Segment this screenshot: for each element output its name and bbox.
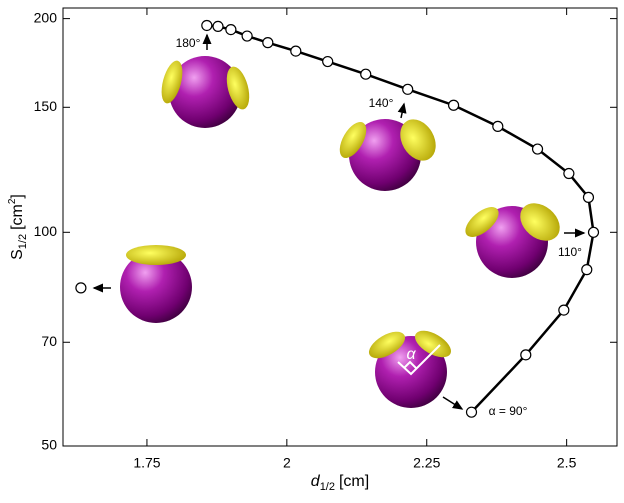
- plot-frame: [62, 7, 618, 447]
- cap: [161, 60, 183, 104]
- annotation: 140°: [369, 96, 394, 110]
- y-tick-label: 150: [34, 98, 58, 114]
- point: [581, 264, 593, 276]
- sphere: [169, 56, 241, 128]
- y-label-unit: [cm: [9, 204, 26, 230]
- point: [447, 99, 460, 111]
- y-label-close: ]: [9, 194, 26, 198]
- point: [201, 19, 213, 32]
- cap: [400, 119, 436, 161]
- point: [322, 55, 334, 68]
- y-label-symbol: S: [9, 249, 26, 260]
- point: [262, 37, 274, 49]
- point: [582, 191, 595, 203]
- point: [465, 406, 478, 418]
- illustrations: α: [120, 56, 560, 408]
- point: [492, 120, 504, 132]
- point: [212, 20, 224, 33]
- x-tick-label: 2: [283, 455, 291, 471]
- angle-label: α: [406, 346, 416, 363]
- x-axis-label: d1/2 [cm]: [311, 473, 369, 493]
- cap: [414, 330, 452, 358]
- y-tick-label: 50: [41, 437, 57, 453]
- annotation: 180°: [176, 36, 201, 50]
- x-label-sub: 1/2: [320, 481, 335, 493]
- y-tick-label: 100: [34, 223, 58, 239]
- arrow: [442, 396, 464, 410]
- point: [360, 68, 372, 80]
- angle-lines: [397, 344, 441, 376]
- sphere: [375, 336, 447, 408]
- x-label-symbol: d: [311, 473, 321, 490]
- point: [587, 226, 600, 238]
- cap: [465, 207, 499, 237]
- cap: [520, 203, 560, 241]
- cap: [226, 66, 250, 110]
- y-label-sub: 1/2: [17, 234, 29, 249]
- point: [225, 23, 237, 36]
- cap: [339, 121, 367, 159]
- annotation: 110°: [558, 245, 582, 259]
- y-label-sup: 2: [7, 198, 18, 204]
- point: [558, 304, 570, 316]
- x-label-unit: [cm]: [339, 473, 369, 490]
- cap: [126, 245, 186, 265]
- annotation: α = 90°: [489, 404, 528, 418]
- x-tick-label: 1.75: [133, 455, 160, 471]
- x-tick-label: 2.5: [557, 455, 577, 471]
- point: [402, 83, 414, 95]
- y-axis-label: S1/2 [cm2]: [7, 194, 29, 260]
- point: [290, 45, 302, 57]
- point: [563, 167, 575, 180]
- cap: [368, 331, 406, 359]
- arrow: [397, 102, 407, 119]
- point: [75, 282, 87, 294]
- y-tick-label: 200: [34, 9, 58, 25]
- y-tick-label: 70: [41, 333, 57, 349]
- x-tick-label: 2.25: [413, 455, 440, 471]
- point: [531, 143, 544, 155]
- point: [241, 30, 253, 42]
- sphere: [120, 251, 192, 323]
- point: [520, 349, 532, 361]
